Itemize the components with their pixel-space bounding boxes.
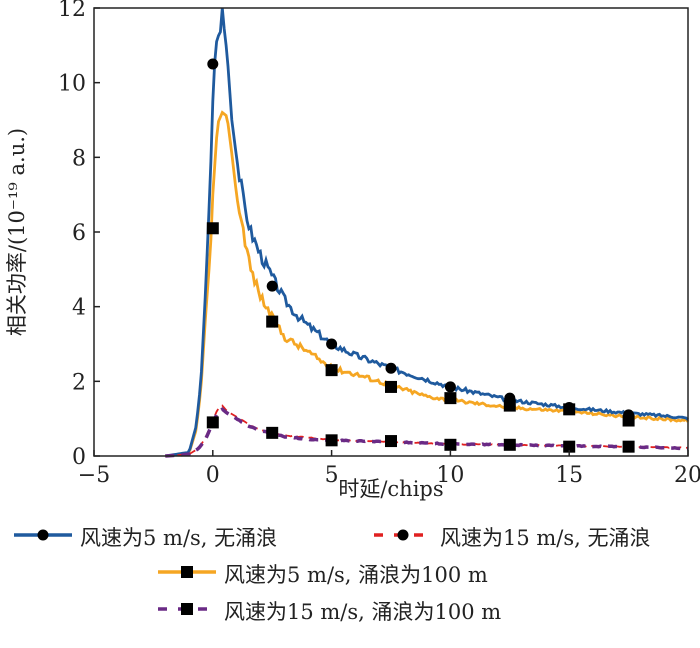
y-tick-label: 12 xyxy=(58,0,86,22)
series-line-0 xyxy=(165,7,689,458)
legend-item-1: 风速为15 m/s, 无涌浪 xyxy=(372,522,651,552)
series-2-marker xyxy=(266,315,279,328)
x-tick-label: 10 xyxy=(436,463,464,488)
series-0-marker xyxy=(444,381,456,393)
y-tick-label: 4 xyxy=(72,296,86,321)
y-tick-label: 6 xyxy=(72,221,86,246)
y-tick-label: 10 xyxy=(58,72,86,97)
legend-marker xyxy=(181,565,193,578)
legend-swatch-3 xyxy=(156,598,224,625)
y-axis-label: 相关功率/(10⁻¹⁹ a.u.) xyxy=(5,128,29,336)
series-line-2 xyxy=(165,110,690,458)
series-2-marker xyxy=(563,403,576,416)
series-3-marker xyxy=(563,440,576,453)
series-0-marker xyxy=(207,58,219,70)
legend-item-2: 风速为5 m/s, 涌浪为100 m xyxy=(156,559,488,589)
series-3-marker xyxy=(385,435,397,448)
series-0-marker xyxy=(385,362,397,374)
series-3-marker xyxy=(622,440,635,453)
legend-marker xyxy=(37,529,49,540)
series-3-marker xyxy=(266,426,279,439)
legend-swatch-graphic xyxy=(158,565,216,578)
legend-swatch-graphic xyxy=(14,529,72,540)
legend-swatch-1 xyxy=(372,524,440,551)
legend-label-3: 风速为15 m/s, 涌浪为100 m xyxy=(224,600,502,624)
series-line-1 xyxy=(165,404,689,457)
series-3-marker xyxy=(503,438,516,451)
legend-marker xyxy=(397,529,409,540)
legend-swatch-2 xyxy=(156,561,224,588)
x-tick-label: 0 xyxy=(206,463,220,488)
legend-swatch-graphic xyxy=(374,529,432,540)
legend-marker xyxy=(181,602,193,615)
x-tick-label: −5 xyxy=(78,463,110,488)
series-3-marker xyxy=(444,438,457,451)
series-2-marker xyxy=(503,399,516,412)
x-tick-label: 5 xyxy=(325,463,339,488)
series-2-marker xyxy=(444,392,457,405)
y-tick-label: 2 xyxy=(72,370,86,395)
x-tick-label: 15 xyxy=(555,463,583,488)
series-0-marker xyxy=(266,280,278,292)
legend-label-0: 风速为5 m/s, 无涌浪 xyxy=(80,526,278,550)
x-tick-label: 20 xyxy=(674,463,700,488)
series-line-3 xyxy=(165,407,689,458)
series-3-marker xyxy=(206,416,219,429)
legend-label-1: 风速为15 m/s, 无涌浪 xyxy=(440,526,651,550)
series-2-marker xyxy=(325,364,338,377)
series-0-marker xyxy=(326,338,338,350)
legend-item-0: 风速为5 m/s, 无涌浪 xyxy=(12,522,277,552)
legend-label-2: 风速为5 m/s, 涌浪为100 m xyxy=(224,563,488,587)
series-2-marker xyxy=(206,222,219,235)
series-2-marker xyxy=(622,414,635,427)
legend-swatch-graphic xyxy=(158,602,216,615)
series-2-marker xyxy=(385,380,397,393)
series-3-marker xyxy=(325,434,338,447)
legend-item-3: 风速为15 m/s, 涌浪为100 m xyxy=(156,596,501,626)
y-tick-label: 8 xyxy=(72,146,86,171)
legend-swatch-0 xyxy=(12,524,80,551)
y-tick-label: 0 xyxy=(72,445,86,470)
x-axis-label: 时延/chips xyxy=(338,477,443,501)
series-layer xyxy=(165,7,690,458)
